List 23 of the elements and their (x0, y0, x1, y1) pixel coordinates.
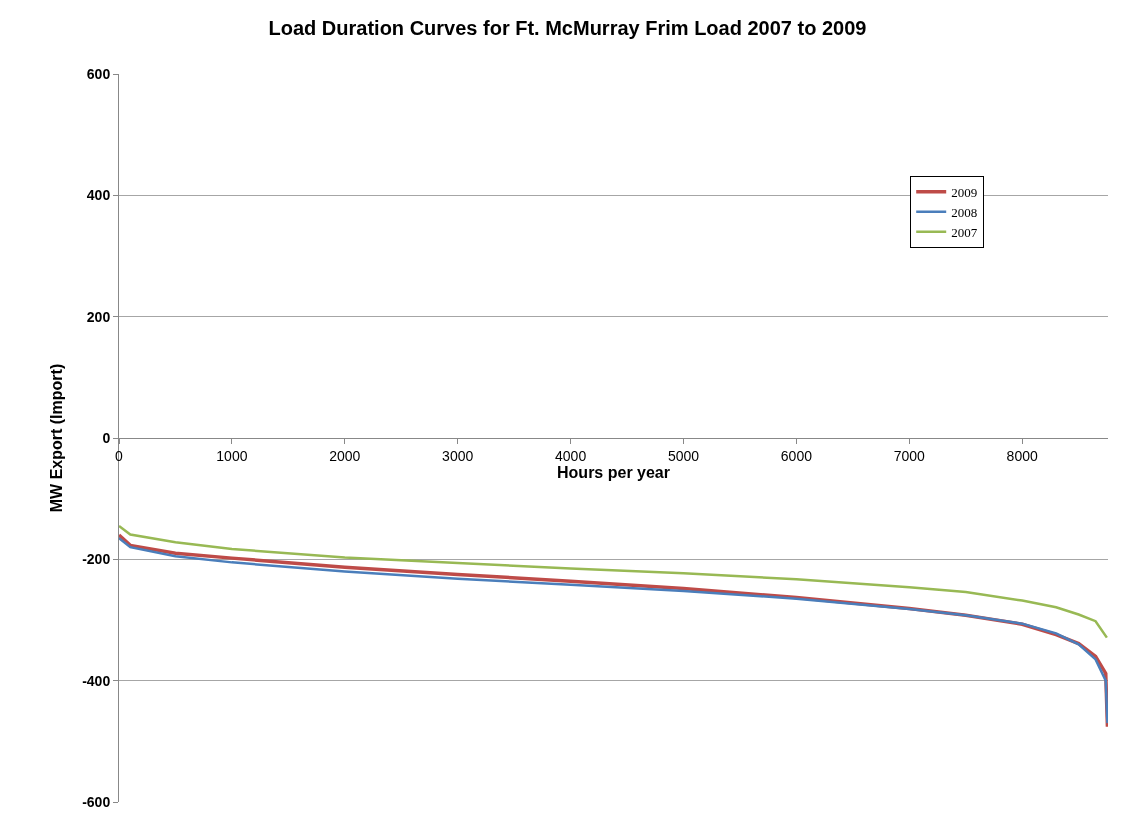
line-series (119, 524, 1108, 639)
y-tick-label: 0 (102, 429, 111, 446)
x-tick-label: 1000 (216, 447, 248, 464)
x-tick-label: 7000 (893, 447, 926, 464)
legend-label: 2009 (951, 184, 978, 200)
x-tick-label: 6000 (780, 447, 813, 464)
chart-title: Load Duration Curves for Ft. McMurray Frim Load 2007 to 2009 (268, 16, 867, 39)
y-axis-title: MW Export (Import) (48, 363, 66, 513)
legend-label: 2007 (951, 224, 978, 240)
y-tick-label: -400 (82, 672, 111, 689)
y-tick-label: -600 (82, 793, 111, 810)
x-tick-label: 8000 (1006, 447, 1038, 464)
y-tick-label: 600 (86, 65, 111, 82)
x-tick-label: 2000 (329, 447, 361, 464)
x-tick-label: 5000 (667, 447, 700, 464)
y-tick-label: 200 (86, 308, 111, 325)
legend-label: 2008 (951, 204, 978, 220)
x-tick-label: 3000 (442, 447, 474, 464)
y-tick-label: -200 (82, 551, 111, 568)
x-tick-label: 0 (115, 447, 124, 464)
y-tick-label: 400 (86, 187, 111, 204)
x-axis-title: Hours per year (557, 464, 670, 482)
x-tick-label: 4000 (555, 447, 587, 464)
